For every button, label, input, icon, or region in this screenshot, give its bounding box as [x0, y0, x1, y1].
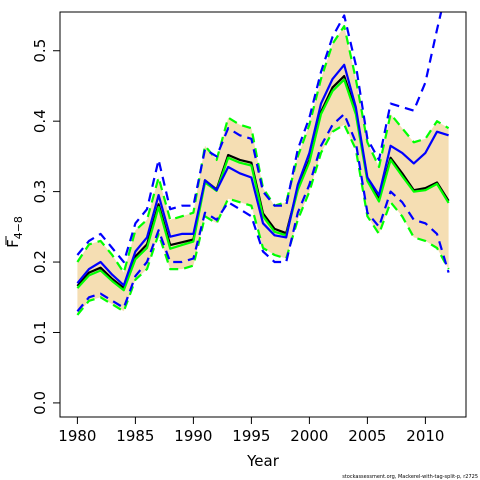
series-line-3-lower: [76, 123, 450, 316]
x-axis-title: Year: [246, 452, 280, 470]
y-axis-title: F4−8: [4, 216, 25, 248]
x-tick-label: 1995: [232, 427, 270, 445]
y-tick-label: 0.3: [31, 180, 49, 204]
x-tick-label: 1990: [174, 427, 212, 445]
x-tick-label: 2010: [406, 427, 444, 445]
x-tick-label: 1980: [58, 427, 96, 445]
series-line-1-estimate: [76, 78, 450, 292]
x-tick-label: 2000: [290, 427, 328, 445]
x-tick-label: 1985: [116, 427, 154, 445]
y-axis-title-group: F4−8: [4, 216, 25, 248]
plot-area: [76, 12, 450, 316]
y-tick-label: 0.4: [31, 109, 49, 133]
y-tick-label: 0.1: [31, 321, 49, 345]
footnote: stockassessment.org, Mackerel-with-tag-s…: [342, 474, 478, 480]
x-axis: 1980 1985 1990 1995 2000 2005 2010: [58, 416, 444, 445]
series-line-5-lower: [76, 112, 450, 313]
y-tick-label: 0.2: [31, 250, 49, 274]
confidence-band: [77, 26, 449, 315]
x-tick-label: 2005: [348, 427, 386, 445]
series-line-2-estimate: [76, 63, 449, 287]
y-tick-label: 0.0: [31, 391, 49, 415]
y-tick-label: 0.5: [31, 39, 49, 63]
y-axis-title-subscript: 4−8: [12, 216, 25, 239]
y-axis-title-main: F: [4, 239, 22, 248]
series-line-4-upper: [76, 25, 450, 274]
y-axis: 0.0 0.1 0.2 0.3 0.4 0.5: [31, 39, 61, 415]
